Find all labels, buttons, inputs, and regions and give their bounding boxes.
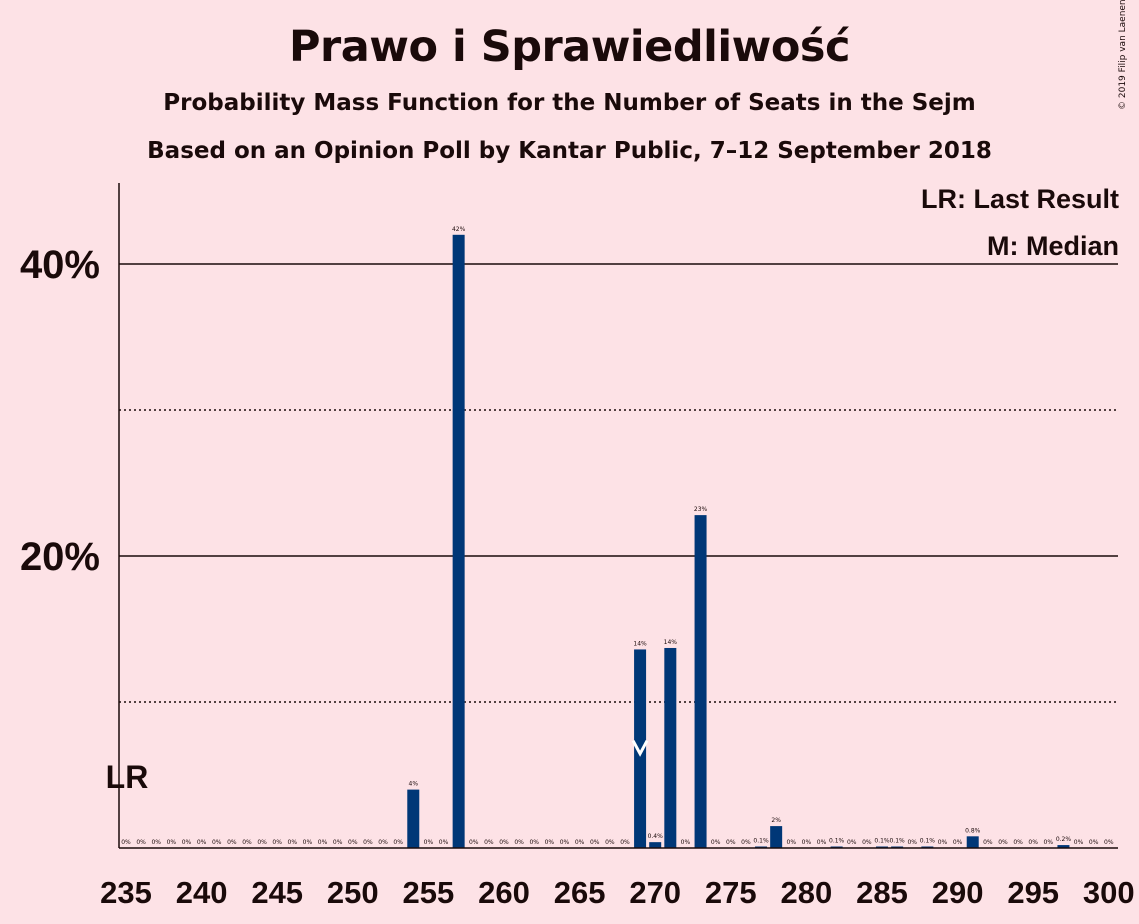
bar-value-label: 0% xyxy=(953,839,963,846)
bar-value-label: 0% xyxy=(167,839,177,846)
bar-value-label: 0% xyxy=(227,839,237,846)
last-result-marker: LR xyxy=(106,759,149,795)
x-tick-label: 255 xyxy=(403,875,455,910)
bar-seat-269 xyxy=(634,649,647,848)
bar-value-label: 0% xyxy=(151,839,161,846)
x-tick-label: 250 xyxy=(327,875,379,910)
bar-value-label: 0% xyxy=(514,839,524,846)
bar-value-label: 0% xyxy=(121,839,131,846)
bar-value-label: 0% xyxy=(348,839,358,846)
bar-value-label: 0% xyxy=(620,839,630,846)
x-tick-label: 245 xyxy=(251,875,303,910)
bar-value-label: 0.8% xyxy=(965,827,981,834)
bar-value-label: 0% xyxy=(242,839,252,846)
y-tick-label: 20% xyxy=(20,535,100,579)
bar-value-label: 0% xyxy=(378,839,388,846)
bar-value-label: 0% xyxy=(787,839,797,846)
bar-value-label: 0% xyxy=(907,839,917,846)
bar-seat-270 xyxy=(649,842,662,848)
bar-value-label: 0% xyxy=(303,839,313,846)
bar-value-label: 0% xyxy=(257,839,267,846)
bar-seat-271 xyxy=(664,647,677,848)
bar-seat-254 xyxy=(407,789,420,848)
x-tick-label: 240 xyxy=(176,875,228,910)
bar-seat-297 xyxy=(1057,845,1070,848)
bar-value-label: 0% xyxy=(272,839,282,846)
bar-value-label: 0% xyxy=(560,839,570,846)
bar-value-label: 0% xyxy=(998,839,1008,846)
chart-subtitle: Probability Mass Function for the Number… xyxy=(163,90,976,116)
x-tick-label: 295 xyxy=(1007,875,1059,910)
bar-value-label: 42% xyxy=(452,226,466,233)
bar-value-label: 0% xyxy=(363,839,373,846)
bar-value-label: 0.1% xyxy=(829,838,845,845)
x-tick-label: 285 xyxy=(856,875,908,910)
bar-value-label: 0% xyxy=(847,839,857,846)
x-tick-label: 270 xyxy=(629,875,681,910)
bar-value-label: 0% xyxy=(318,839,328,846)
bar-value-label: 0% xyxy=(605,839,615,846)
bar-value-label: 2% xyxy=(771,817,781,824)
bar-value-label: 0% xyxy=(1013,839,1023,846)
x-tick-label: 280 xyxy=(781,875,833,910)
bar-value-label: 0% xyxy=(469,839,479,846)
bar-value-label: 0% xyxy=(136,839,146,846)
bar-value-label: 0% xyxy=(575,839,585,846)
bar-value-label: 0% xyxy=(681,839,691,846)
bar-value-label: 0% xyxy=(741,839,751,846)
bar-value-label: 0.1% xyxy=(889,838,905,845)
y-tick-label: 40% xyxy=(20,243,100,287)
bar-value-label: 0% xyxy=(938,839,948,846)
x-tick-label: 275 xyxy=(705,875,757,910)
bar-value-label: 4% xyxy=(409,781,419,788)
bar-value-label: 0.2% xyxy=(1056,836,1072,843)
bar-value-label: 0% xyxy=(711,839,721,846)
bar-value-label: 23% xyxy=(694,506,708,513)
bar-value-label: 0% xyxy=(817,839,827,846)
bar-value-label: 0% xyxy=(1028,839,1038,846)
bar-seat-278 xyxy=(770,826,783,848)
x-tick-label: 290 xyxy=(932,875,984,910)
chart-title: Prawo i Sprawiedliwość xyxy=(289,22,850,72)
bar-value-label: 0% xyxy=(1104,839,1114,846)
bar-value-label: 0% xyxy=(182,839,192,846)
bar-value-label: 0% xyxy=(529,839,539,846)
bar-value-label: 0.1% xyxy=(753,838,769,845)
bar-value-label: 0% xyxy=(726,839,736,846)
bar-value-label: 0% xyxy=(499,839,509,846)
x-tick-label: 265 xyxy=(554,875,606,910)
bar-value-label: 0% xyxy=(333,839,343,846)
legend-last-result: LR: Last Result xyxy=(920,184,1119,214)
bar-value-label: 0% xyxy=(983,839,993,846)
bar-value-label: 0% xyxy=(545,839,555,846)
bar-value-label: 0% xyxy=(590,839,600,846)
x-tick-label: 260 xyxy=(478,875,530,910)
bar-value-label: 0.4% xyxy=(648,833,664,840)
bar-seat-273 xyxy=(694,515,707,848)
median-marker xyxy=(631,740,649,757)
bar-value-label: 0% xyxy=(197,839,207,846)
bar-seat-291 xyxy=(966,836,979,848)
bar-value-label: 0% xyxy=(1044,839,1054,846)
bar-value-label: 0% xyxy=(1089,839,1099,846)
bar-value-label: 14% xyxy=(664,639,678,646)
bar-seat-257 xyxy=(452,234,465,849)
x-tick-label: 300 xyxy=(1083,875,1135,910)
bar-value-label: 0% xyxy=(393,839,403,846)
legend-median: M: Median xyxy=(987,231,1119,261)
bar-value-label: 14% xyxy=(633,640,647,647)
chart-source: Based on an Opinion Poll by Kantar Publi… xyxy=(147,138,992,164)
bar-value-label: 0% xyxy=(439,839,449,846)
x-tick-label: 235 xyxy=(100,875,152,910)
bar-value-label: 0% xyxy=(424,839,434,846)
bar-value-label: 0% xyxy=(212,839,222,846)
bar-value-label: 0% xyxy=(862,839,872,846)
bar-value-label: 0.1% xyxy=(874,838,890,845)
bar-value-label: 0% xyxy=(802,839,812,846)
bar-value-label: 0% xyxy=(288,839,298,846)
bar-value-label: 0.1% xyxy=(920,838,936,845)
bar-value-label: 0% xyxy=(1074,839,1084,846)
bar-value-label: 0% xyxy=(484,839,494,846)
